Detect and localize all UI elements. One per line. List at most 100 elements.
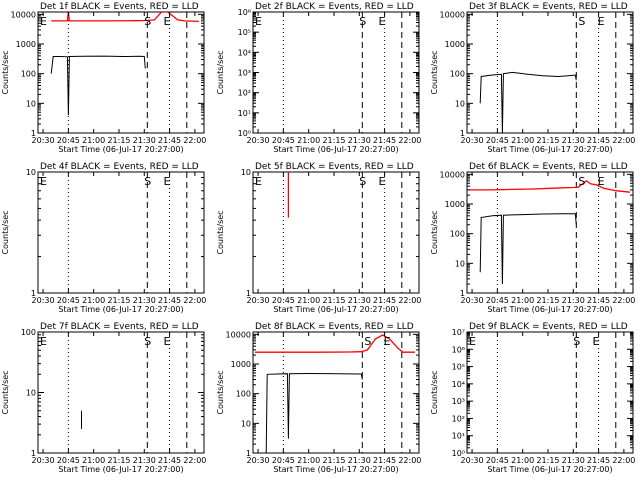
time-marker-label: S (144, 175, 151, 188)
y-axis-label: Counts/sec (216, 50, 225, 94)
time-marker-label: S (144, 15, 151, 28)
y-tick-label: 1000 (445, 200, 465, 209)
y-tick-label: 1 (31, 129, 36, 138)
x-tick-label: 22:00 (183, 296, 206, 305)
time-marker-label: E (598, 175, 605, 188)
y-tick-label: 10 (26, 168, 36, 177)
y-tick-label: 10 (26, 389, 36, 398)
x-tick-label: 21:30 (562, 456, 585, 465)
x-tick-label: 20:45 (272, 456, 295, 465)
y-tick-label: 10³ (238, 69, 251, 78)
x-tick-label: 21:45 (587, 136, 610, 145)
y-tick-label: 10 (241, 168, 251, 177)
time-marker-label: E (255, 175, 262, 188)
y-tick-label: 10000 (11, 10, 36, 19)
events-series-line (479, 71, 577, 133)
x-axis-label: Start Time (06-Jul-17 20:27:00) (273, 145, 398, 154)
time-marker-label: E (40, 15, 47, 28)
plot-frame (37, 171, 205, 294)
x-tick-label: 21:15 (536, 456, 559, 465)
x-tick-label: 20:45 (486, 296, 509, 305)
x-tick-label: 21:15 (322, 136, 345, 145)
x-axis-label: Start Time (06-Jul-17 20:27:00) (58, 145, 183, 154)
x-tick-label: 20:30 (247, 136, 270, 145)
y-tick-label: 10 (26, 99, 36, 108)
x-tick-label: 20:45 (57, 296, 80, 305)
plot-area (67, 332, 188, 453)
plot-frame (466, 171, 634, 294)
panel-title: Det 5f BLACK = Events, RED = LLD (255, 162, 414, 172)
y-axis-label: Counts/sec (430, 210, 439, 254)
x-tick-label: 21:45 (158, 456, 181, 465)
x-tick-label: 21:00 (82, 456, 105, 465)
y-axis-label: Counts/sec (1, 210, 10, 254)
y-tick-label: 10⁶ (452, 345, 465, 354)
y-tick-label: 10⁴ (452, 380, 465, 389)
time-marker-label: S (578, 15, 585, 28)
time-marker-label: E (40, 335, 47, 348)
x-tick-label: 20:45 (486, 136, 509, 145)
plot-frame (252, 171, 420, 294)
lld-series-line (469, 180, 631, 193)
x-axis-label: Start Time (06-Jul-17 20:27:00) (487, 305, 612, 314)
x-tick-label: 20:30 (32, 296, 55, 305)
x-tick-label: 21:45 (373, 456, 396, 465)
time-marker-label: S (359, 175, 366, 188)
x-tick-label: 21:30 (562, 136, 585, 145)
x-tick-label: 20:45 (272, 136, 295, 145)
x-tick-label: 21:15 (322, 296, 345, 305)
x-axis-label: Start Time (06-Jul-17 20:27:00) (487, 465, 612, 474)
y-tick-label: 1 (460, 129, 465, 138)
lld-series-line (255, 334, 415, 353)
x-tick-label: 20:45 (57, 456, 80, 465)
y-tick-label: 10² (452, 414, 465, 423)
y-tick-label: 1000 (231, 360, 251, 369)
plot-frame (252, 331, 420, 454)
y-tick-label: 1000 (445, 40, 465, 49)
x-tick-label: 21:00 (82, 136, 105, 145)
y-tick-label: 10 (455, 99, 465, 108)
x-axis-label: Start Time (06-Jul-17 20:27:00) (58, 305, 183, 314)
plot-area (50, 12, 199, 133)
x-tick-label: 21:45 (587, 456, 610, 465)
plot-area (282, 12, 403, 133)
plot-frame (466, 11, 634, 134)
y-tick-label: 10000 (440, 170, 465, 179)
time-marker-label: E (593, 335, 600, 348)
x-tick-label: 21:45 (158, 296, 181, 305)
time-marker-label: E (379, 15, 386, 28)
time-marker-label: E (384, 335, 391, 348)
y-tick-label: 10⁰ (238, 129, 251, 138)
x-tick-label: 21:45 (373, 296, 396, 305)
y-tick-label: 10⁵ (452, 363, 465, 372)
y-tick-label: 10⁰ (452, 449, 465, 458)
y-tick-label: 1 (246, 289, 251, 298)
y-tick-label: 10⁵ (238, 28, 251, 37)
x-tick-label: 22:00 (612, 456, 635, 465)
x-tick-label: 22:00 (398, 296, 421, 305)
x-tick-label: 20:30 (32, 456, 55, 465)
x-tick-label: 22:00 (398, 456, 421, 465)
x-axis-label: Start Time (06-Jul-17 20:27:00) (273, 305, 398, 314)
y-tick-label: 1 (31, 449, 36, 458)
panel-title: Det 8f BLACK = Events, RED = LLD (255, 322, 414, 332)
x-tick-label: 21:30 (348, 296, 371, 305)
y-axis-label: Counts/sec (216, 210, 225, 254)
plot-frame (37, 331, 205, 454)
plot-area (67, 172, 188, 293)
y-tick-label: 100 (450, 70, 465, 79)
y-tick-label: 100 (450, 230, 465, 239)
time-marker-label: E (598, 15, 605, 28)
y-tick-label: 10⁷ (452, 328, 465, 337)
y-tick-label: 10⁴ (238, 48, 251, 57)
x-tick-label: 20:45 (486, 456, 509, 465)
x-tick-label: 21:45 (373, 136, 396, 145)
plot-frame (37, 11, 205, 134)
time-marker-label: E (164, 175, 171, 188)
